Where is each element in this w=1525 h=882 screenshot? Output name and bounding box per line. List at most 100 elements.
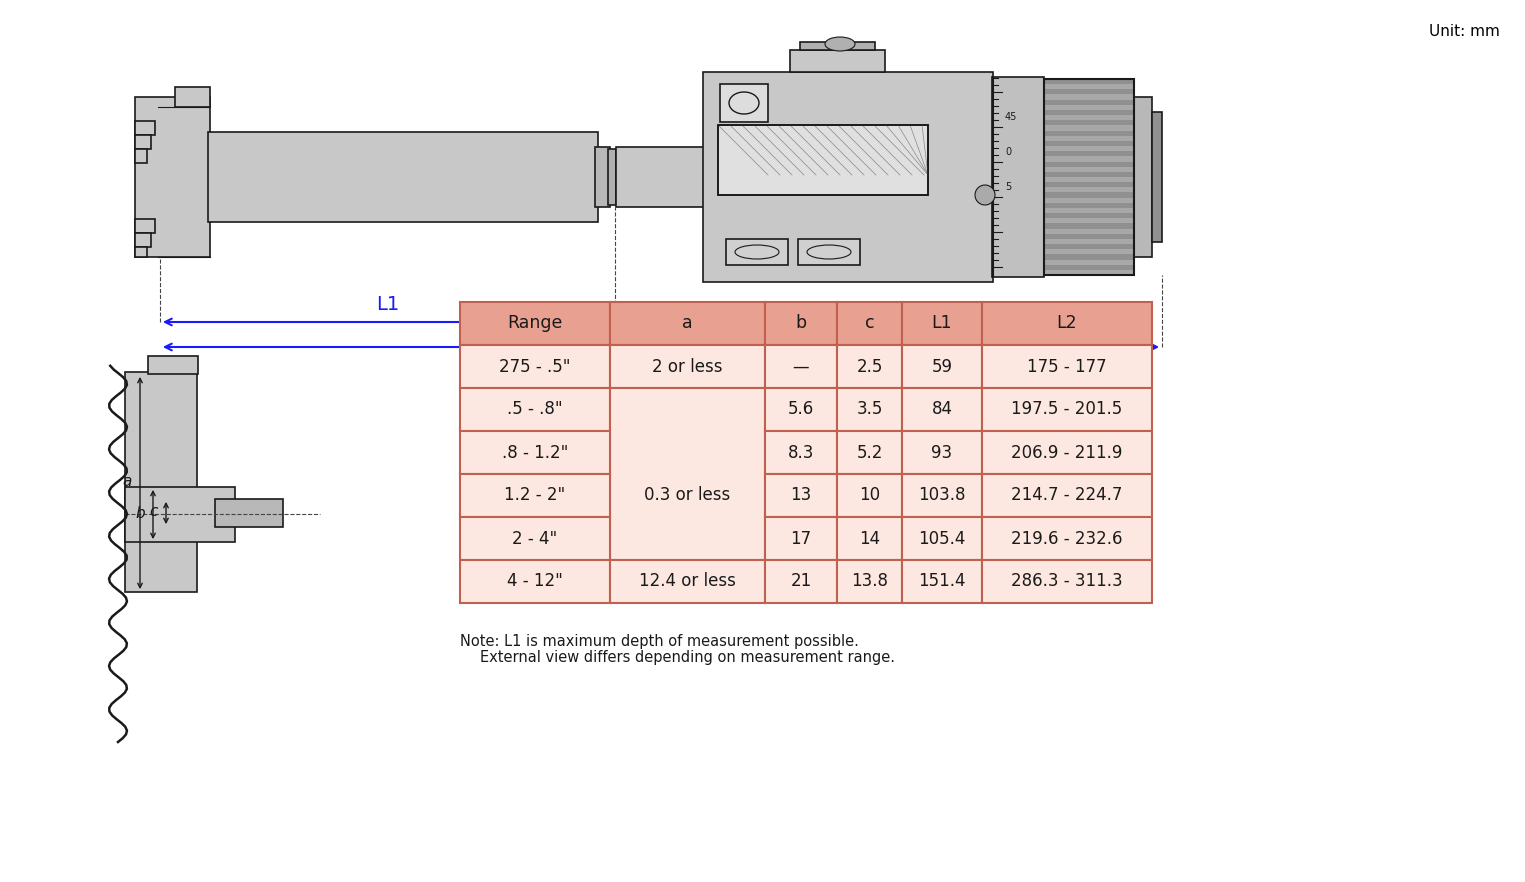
Bar	[1045, 182, 1135, 187]
Bar	[610, 345, 766, 388]
Bar	[790, 50, 884, 72]
Bar	[1045, 120, 1135, 125]
Bar	[982, 345, 1151, 388]
Text: 1.2 - 2": 1.2 - 2"	[505, 487, 566, 505]
Text: c: c	[865, 315, 874, 333]
Bar	[136, 247, 146, 257]
Bar	[1045, 99, 1135, 105]
Ellipse shape	[729, 92, 759, 114]
Bar	[837, 345, 901, 388]
Text: 8.3: 8.3	[788, 444, 814, 461]
Text: 10: 10	[859, 487, 880, 505]
Text: Note: L1 is maximum depth of measurement possible.: Note: L1 is maximum depth of measurement…	[461, 634, 859, 649]
Text: 206.9 - 211.9: 206.9 - 211.9	[1011, 444, 1122, 461]
Text: 5: 5	[1005, 182, 1011, 192]
Text: 17: 17	[790, 529, 811, 548]
Bar	[1045, 223, 1135, 228]
Text: 2 - 4": 2 - 4"	[512, 529, 558, 548]
Bar	[1045, 238, 1135, 244]
Text: L2: L2	[688, 320, 712, 339]
Bar	[901, 388, 982, 431]
Bar	[901, 474, 982, 517]
Bar	[1045, 115, 1135, 120]
Bar	[1045, 202, 1135, 208]
Text: a: a	[122, 475, 133, 490]
Bar	[1045, 187, 1135, 192]
Bar	[720, 84, 769, 122]
Text: Unit: mm: Unit: mm	[1429, 24, 1501, 39]
Bar	[136, 233, 151, 247]
Bar	[837, 431, 901, 474]
Text: 219.6 - 232.6: 219.6 - 232.6	[1011, 529, 1122, 548]
Bar	[726, 239, 788, 265]
Bar	[901, 302, 982, 345]
Bar	[461, 560, 610, 603]
Bar	[1045, 269, 1135, 275]
Text: .5 - .8": .5 - .8"	[508, 400, 563, 418]
Bar	[461, 517, 610, 560]
Text: L1: L1	[377, 295, 400, 314]
Bar	[798, 239, 860, 265]
Text: 0: 0	[1005, 147, 1011, 157]
Bar	[982, 560, 1151, 603]
Bar	[982, 431, 1151, 474]
Text: 5.2: 5.2	[857, 444, 883, 461]
Bar	[1045, 249, 1135, 254]
Bar	[1045, 109, 1135, 116]
Bar	[616, 147, 706, 207]
Bar	[766, 474, 837, 517]
Bar	[461, 431, 610, 474]
Bar	[1045, 233, 1135, 239]
Bar	[837, 474, 901, 517]
Text: 103.8: 103.8	[918, 487, 965, 505]
Text: Range: Range	[508, 315, 563, 333]
Bar	[837, 302, 901, 345]
Text: L1: L1	[932, 315, 952, 333]
Bar	[1045, 218, 1135, 223]
Bar	[136, 135, 151, 149]
Text: 2.5: 2.5	[857, 357, 883, 376]
Bar	[1045, 130, 1135, 136]
Text: 14: 14	[859, 529, 880, 548]
Text: —: —	[793, 357, 810, 376]
Text: 286.3 - 311.3: 286.3 - 311.3	[1011, 572, 1122, 591]
Ellipse shape	[735, 245, 779, 259]
Bar	[610, 302, 766, 345]
Bar	[1045, 213, 1135, 218]
Bar	[982, 388, 1151, 431]
Bar	[1045, 94, 1135, 100]
Bar	[1045, 254, 1135, 259]
Text: b: b	[796, 315, 807, 333]
Bar	[1045, 151, 1135, 156]
Bar	[136, 121, 156, 135]
Bar	[901, 345, 982, 388]
Text: 151.4: 151.4	[918, 572, 965, 591]
Bar	[901, 517, 982, 560]
Bar	[1045, 171, 1135, 177]
Text: c: c	[149, 505, 159, 519]
Bar	[766, 388, 837, 431]
Bar	[1135, 97, 1151, 257]
Bar	[207, 132, 598, 222]
Bar	[1151, 112, 1162, 242]
Bar	[982, 302, 1151, 345]
Bar	[801, 42, 875, 50]
Text: 0.3 or less: 0.3 or less	[645, 487, 730, 505]
Text: 59: 59	[932, 357, 953, 376]
Bar	[461, 388, 610, 431]
Bar	[1045, 176, 1135, 183]
Bar	[1045, 166, 1135, 172]
Bar	[175, 87, 210, 107]
Bar	[766, 345, 837, 388]
Bar	[148, 356, 198, 374]
Bar	[595, 147, 610, 207]
Text: 13.8: 13.8	[851, 572, 888, 591]
Bar	[1045, 243, 1135, 250]
Bar	[837, 560, 901, 603]
Bar	[1045, 89, 1135, 94]
Bar	[901, 431, 982, 474]
Bar	[1045, 125, 1135, 131]
Bar	[1045, 104, 1135, 110]
Bar	[1045, 79, 1135, 275]
Bar	[982, 517, 1151, 560]
